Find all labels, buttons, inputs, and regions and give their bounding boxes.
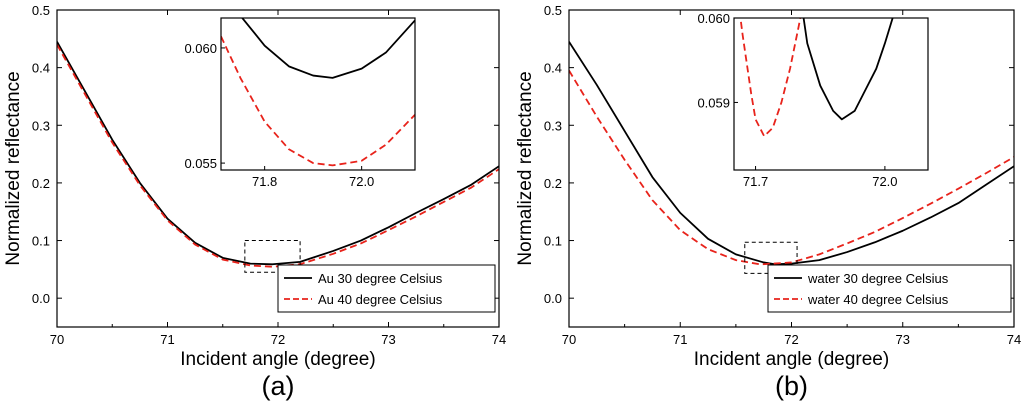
inset-series-line-2 (739, 18, 802, 138)
panel-label: (b) (775, 371, 808, 401)
x-tick-label: 70 (50, 332, 64, 347)
x-tick-label: 72 (271, 332, 285, 347)
y-axis-label: Normalized reflectance (515, 71, 536, 265)
inset-series-line-1 (802, 18, 894, 121)
chart-panel-1: 70 71 72 73 74 0.0 0.1 0.2 0.3 0.4 0.5 Incident ang… (3, 3, 506, 401)
y-tick-label: 0.3 (544, 118, 562, 133)
inset-background (734, 18, 928, 170)
x-tick-label: 70 (562, 332, 576, 347)
x-axis-label: Incident angle (degree) (180, 349, 375, 370)
x-axis-label: Incident angle (degree) (694, 349, 889, 370)
y-axis-label: Normalized reflectance (3, 71, 24, 265)
y-tick-label: 0.0 (544, 291, 562, 306)
x-tick-label: 72 (784, 332, 798, 347)
y-tick-label: 0.5 (544, 3, 562, 18)
panel-label: (a) (262, 371, 295, 401)
inset-y-tick-label: 0.059 (697, 95, 730, 110)
x-tick-label: 71 (160, 332, 174, 347)
y-tick-label: 0.2 (544, 176, 562, 191)
inset-plot: 71.8 72.0 0.055 0.060 (184, 17, 416, 189)
x-tick-label: 74 (1007, 332, 1021, 347)
inset-series-group (221, 18, 415, 167)
series-group (57, 41, 499, 268)
inset-plot: 71.7 72.0 0.059 0.060 (697, 11, 929, 189)
x-tick-label: 73 (381, 332, 395, 347)
inset-y-tick-label: 0.060 (697, 11, 730, 26)
series-line-2 (569, 70, 1014, 266)
inset-x-tick-label: 71.8 (252, 174, 277, 189)
y-tick-label: 0.0 (32, 291, 50, 306)
inset-x-tick-label: 71.7 (743, 174, 768, 189)
legend-box (277, 264, 496, 313)
zoom-box (244, 240, 301, 273)
inset-x-tick-label: 72.0 (872, 174, 897, 189)
legend-label-1: water 30 degree Celsius (807, 271, 949, 286)
legend-label-2: Au 40 degree Celsius (318, 292, 443, 307)
y-tick-label: 0.2 (32, 176, 50, 191)
inset-series-line-1 (241, 18, 415, 79)
y-tick-label: 0.3 (32, 118, 50, 133)
chart-panel-2: 70 71 72 73 74 0.0 0.1 0.2 0.3 0.4 0.5 Incident ang… (515, 3, 1021, 401)
y-tick-label: 0.4 (32, 61, 50, 76)
x-tick-label: 74 (492, 332, 506, 347)
inset-x-tick-label: 72.0 (349, 174, 374, 189)
series-group (569, 41, 1014, 266)
y-tick-label: 0.4 (544, 61, 562, 76)
inset-y-tick-label: 0.060 (184, 41, 217, 56)
inset-background (221, 18, 415, 170)
inset-series-group (739, 18, 894, 138)
inset-y-tick-label: 0.055 (184, 156, 217, 171)
y-tick-label: 0.5 (32, 3, 50, 18)
series-line-1 (569, 41, 1014, 266)
inset-series-line-2 (221, 36, 415, 167)
legend-box (767, 264, 1012, 313)
y-tick-label: 0.1 (544, 234, 562, 249)
x-tick-label: 71 (673, 332, 687, 347)
inset-frame (733, 17, 929, 171)
series-line-1 (57, 41, 499, 266)
y-tick-label: 0.1 (32, 234, 50, 249)
series-line-2 (57, 44, 499, 268)
legend-label-2: water 40 degree Celsius (807, 292, 949, 307)
x-tick-label: 73 (896, 332, 910, 347)
legend-label-1: Au 30 degree Celsius (318, 271, 443, 286)
inset-frame (220, 17, 416, 171)
